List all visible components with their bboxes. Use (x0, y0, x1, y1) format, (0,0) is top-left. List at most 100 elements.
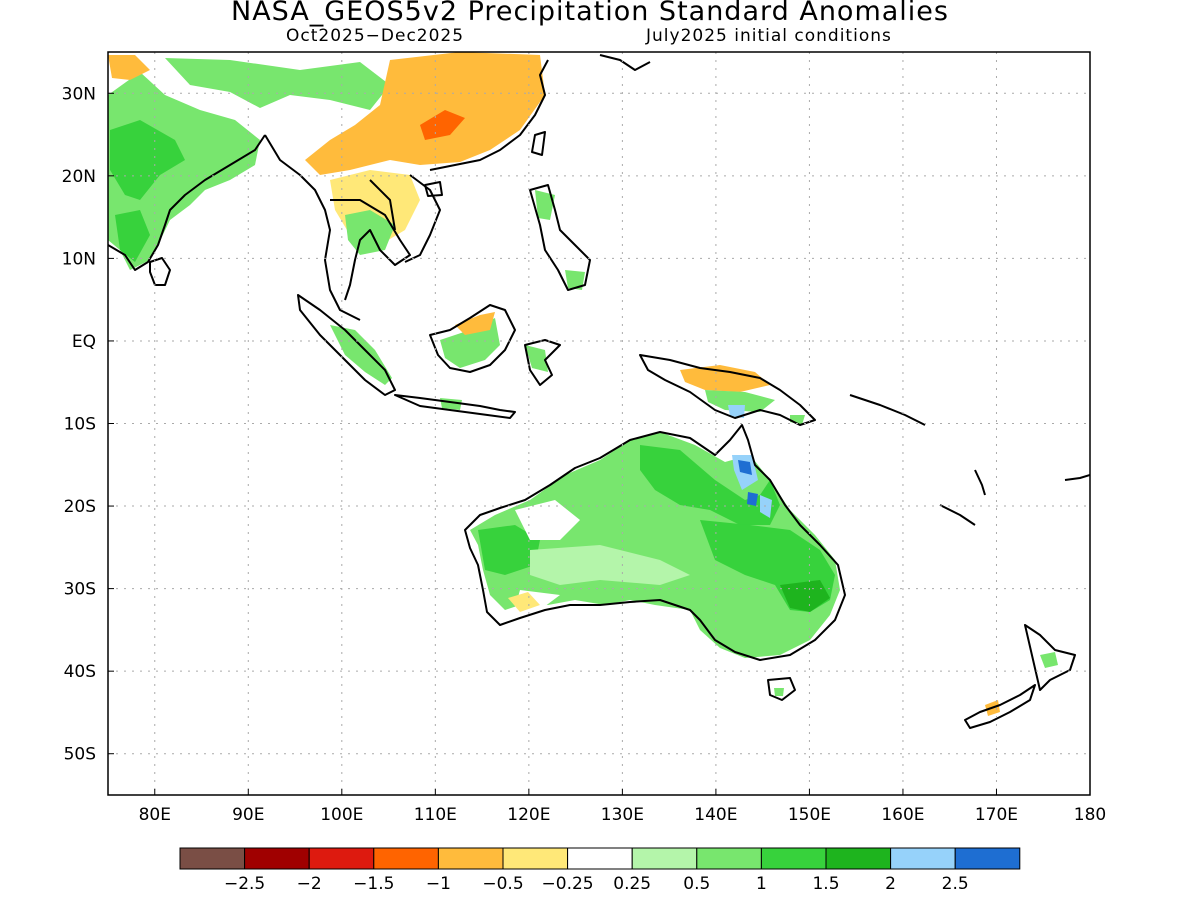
india-wet-region (108, 72, 260, 270)
australia-wet-core-west (478, 525, 540, 575)
australia-near-normal-2 (530, 545, 690, 585)
colorbar-swatch (437, 847, 504, 870)
tasmania-wet (774, 688, 784, 696)
tasmania-coast (767, 677, 796, 701)
anomaly-shading (108, 52, 1058, 716)
forecast-period: Oct2025−Dec2025 (286, 26, 465, 46)
new-zealand-wet (1040, 652, 1058, 668)
lon-tick-label: 120E (507, 805, 550, 825)
india-wet-core (110, 120, 185, 200)
colorbar-label: −1 (426, 874, 451, 894)
new-zealand-north (1024, 624, 1076, 691)
colorbar-label: −0.25 (542, 874, 594, 894)
lon-tick-label: 150E (788, 805, 831, 825)
colorbar-swatch (954, 847, 1021, 870)
mindanao-wet (565, 270, 585, 290)
australia-wet-region (470, 432, 840, 658)
lat-tick-label: 10S (64, 415, 96, 435)
australia-coast (464, 424, 846, 661)
china-coast (429, 59, 549, 171)
new-guinea-coast (639, 354, 816, 426)
colorbar-swatch (244, 847, 310, 870)
lat-tick-label: 40S (64, 662, 96, 682)
australia-wet-strong (780, 580, 830, 612)
colorbar-label: −2 (297, 874, 322, 894)
colorbar-swatch (696, 847, 762, 870)
solomon-islands (849, 394, 926, 426)
sulawesi-coast (524, 339, 561, 386)
colorbar-label: 2 (885, 874, 896, 894)
lat-tick-label: 10N (62, 249, 96, 269)
sumatra-wet (330, 325, 392, 385)
borneo-coast (429, 304, 516, 373)
colorbar-label: 0.25 (613, 874, 651, 894)
taiwan (531, 131, 546, 156)
australia-wet-core-north (640, 445, 780, 525)
colorbar-swatch (567, 847, 633, 870)
himalaya-wet (165, 58, 390, 110)
colorbar-swatch (179, 847, 246, 870)
sri-lanka-coast (149, 257, 171, 286)
australia-near-normal-1 (515, 500, 580, 540)
australia-dry-sw (508, 592, 540, 612)
lon-tick-label: 130E (601, 805, 644, 825)
colorbar: −2.5 −2 −1.5 −1 −0.5 −0.25 0.25 0.5 1 1.5 2 2.5 (179, 847, 1021, 894)
initial-conditions: July2025 initial conditions (646, 26, 892, 46)
india-coast (108, 134, 266, 271)
queensland-wet-deep (747, 492, 758, 506)
fiji (1064, 474, 1090, 481)
india-dry-north (108, 55, 150, 80)
lon-tick-label: 180 (1074, 805, 1106, 825)
philippines-wet (535, 190, 555, 220)
vanuatu (974, 469, 986, 496)
philippines-coast (529, 184, 591, 291)
lat-tick-label: 30N (62, 84, 96, 104)
map-title: NASA_GEOS5v2 Precipitation Standard Anom… (231, 0, 949, 27)
sulawesi-wet (525, 345, 548, 372)
java-coast (394, 394, 516, 419)
mekong-border (369, 179, 396, 231)
china-dry-core (420, 110, 465, 140)
lat-tick-label: 20S (64, 497, 96, 517)
china-dry-region (305, 52, 545, 175)
cape-york-wet-deep (738, 460, 752, 475)
lon-tick-label: 140E (694, 805, 737, 825)
sumatra-coast (297, 294, 396, 396)
lat-tick-label: 20N (62, 167, 96, 187)
colorbar-label: −1.5 (353, 874, 394, 894)
new-zealand-south (964, 684, 1036, 729)
lon-tick-label: 170E (975, 805, 1018, 825)
colorbar-swatch (760, 847, 827, 870)
lon-tick-label: 110E (414, 805, 457, 825)
lat-tick-label: EQ (72, 332, 96, 352)
lon-tick-label: 90E (232, 805, 264, 825)
lat-tick-label: 30S (64, 580, 96, 600)
lon-tick-label: 160E (881, 805, 924, 825)
colorbar-label: 1.5 (812, 874, 839, 894)
map-axes: 80E 90E 100E 110E 120E 130E 140E 150E 160E 170E 18… (62, 84, 1107, 825)
colorbar-label: 1 (756, 874, 767, 894)
plot-frame (107, 51, 1091, 796)
hainan (424, 181, 443, 197)
indochina-coast (330, 199, 411, 301)
india-wet-south (115, 210, 150, 262)
colorbar-swatch (308, 847, 375, 870)
lon-tick-label: 80E (139, 805, 171, 825)
colorbar-swatch (631, 847, 698, 870)
lon-tick-label: 100E (320, 805, 363, 825)
borneo-dry (455, 312, 495, 335)
colorbar-label: −2.5 (224, 874, 265, 894)
lat-tick-label: 50S (64, 745, 96, 765)
colorbar-label: 0.5 (683, 874, 710, 894)
new-guinea-wet (705, 390, 775, 412)
colorbar-label: 2.5 (942, 874, 969, 894)
new-caledonia (939, 504, 976, 526)
colorbar-swatch (825, 847, 892, 870)
coastlines (108, 54, 1090, 729)
colorbar-swatch (890, 847, 956, 870)
new-guinea-wet-south (728, 405, 745, 418)
colorbar-swatch (373, 847, 439, 870)
indochina-wet (345, 210, 395, 255)
colorbar-label: −0.5 (482, 874, 523, 894)
